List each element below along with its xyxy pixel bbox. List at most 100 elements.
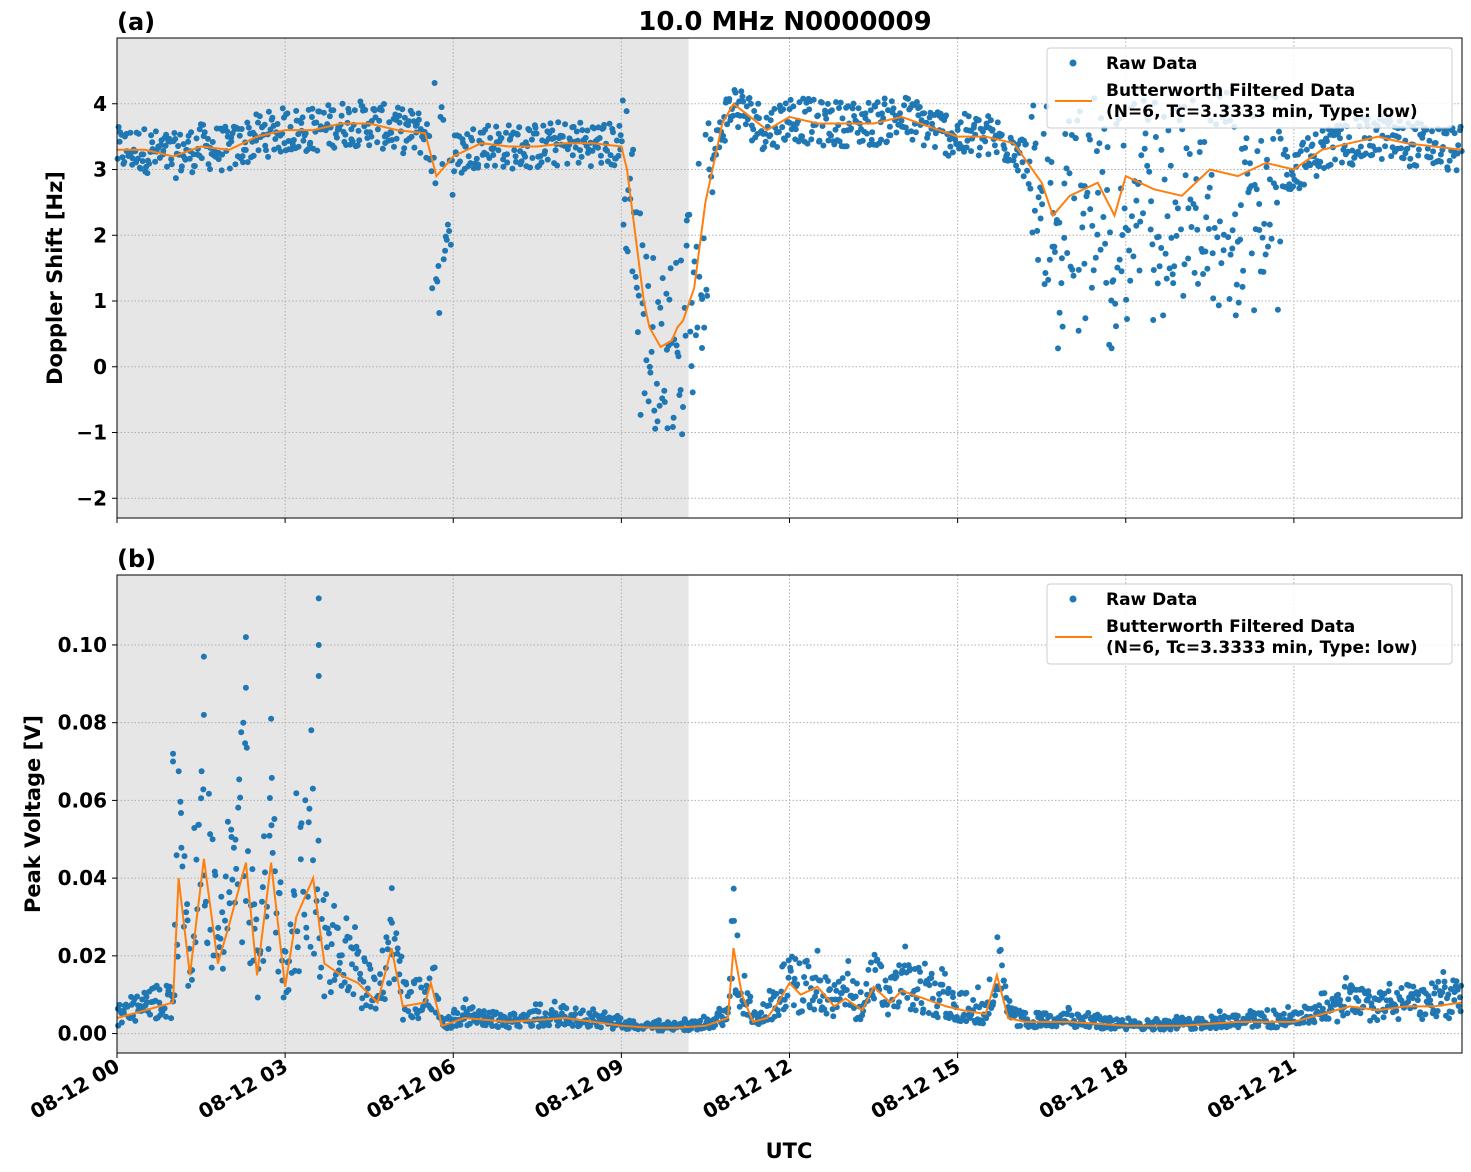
raw-point <box>321 993 328 1000</box>
raw-point <box>1226 296 1233 302</box>
raw-point <box>219 965 226 972</box>
raw-point <box>314 147 321 154</box>
panel-a-grid <box>117 38 1462 518</box>
raw-point <box>678 257 684 264</box>
raw-point <box>222 123 229 130</box>
raw-point <box>896 999 902 1006</box>
raw-point <box>1082 315 1089 322</box>
raw-point <box>1365 988 1372 995</box>
raw-point <box>1061 180 1068 187</box>
raw-point <box>513 158 519 165</box>
raw-point <box>845 103 852 110</box>
raw-point <box>147 1011 154 1018</box>
raw-point <box>918 117 925 124</box>
raw-point <box>975 152 982 159</box>
raw-point <box>493 123 500 130</box>
raw-point <box>1380 1014 1387 1021</box>
raw-point <box>1094 231 1101 238</box>
raw-point <box>654 418 661 425</box>
raw-point <box>1062 131 1069 137</box>
raw-point <box>285 987 292 993</box>
raw-point <box>596 135 603 141</box>
raw-point <box>878 136 885 143</box>
raw-point <box>673 342 680 349</box>
raw-point <box>1215 302 1222 309</box>
raw-point <box>1113 323 1119 330</box>
raw-point <box>1242 144 1249 151</box>
raw-point <box>699 345 705 351</box>
raw-point <box>1307 162 1314 169</box>
raw-point <box>301 911 308 918</box>
raw-point <box>862 110 869 117</box>
raw-point <box>275 968 282 975</box>
raw-point <box>1374 1017 1381 1024</box>
raw-point <box>983 120 990 127</box>
raw-point <box>532 1001 539 1008</box>
raw-point <box>549 127 556 134</box>
raw-point <box>1446 157 1453 164</box>
raw-point <box>805 963 812 970</box>
raw-point <box>808 136 815 143</box>
raw-point <box>447 241 454 248</box>
raw-point <box>168 161 175 168</box>
raw-point <box>773 990 780 997</box>
raw-point <box>306 805 313 812</box>
raw-point <box>851 113 858 119</box>
raw-point <box>454 1010 461 1017</box>
raw-point <box>265 108 272 115</box>
raw-point <box>1429 128 1435 135</box>
raw-point <box>949 989 956 996</box>
raw-point <box>686 211 693 218</box>
raw-point <box>352 965 359 972</box>
raw-point <box>667 265 674 272</box>
raw-point <box>487 134 494 141</box>
raw-point <box>1089 222 1096 229</box>
raw-point <box>331 902 338 909</box>
raw-point <box>893 129 900 136</box>
raw-point <box>781 136 788 143</box>
raw-point <box>481 1008 487 1015</box>
raw-point <box>1147 226 1154 233</box>
raw-point <box>353 943 360 950</box>
raw-point <box>1151 1026 1158 1033</box>
raw-point <box>175 768 182 775</box>
raw-point <box>790 103 797 110</box>
raw-point <box>1126 247 1133 254</box>
raw-point <box>843 143 850 150</box>
raw-point <box>269 849 276 856</box>
raw-point <box>1274 306 1281 313</box>
raw-point <box>1355 998 1362 1004</box>
raw-outlier-point <box>242 684 249 691</box>
raw-point <box>181 853 188 860</box>
raw-point <box>1187 196 1194 203</box>
raw-point <box>1200 271 1207 277</box>
raw-point <box>751 108 758 114</box>
raw-point <box>490 144 497 151</box>
x-tick-label: 08-12 09 <box>530 1054 628 1124</box>
raw-point <box>309 105 316 112</box>
raw-point <box>1260 268 1267 275</box>
raw-point <box>1127 277 1134 284</box>
raw-point <box>1046 256 1053 263</box>
raw-outlier-point <box>170 758 177 765</box>
raw-point <box>1451 130 1458 137</box>
raw-point <box>462 143 469 150</box>
raw-point <box>316 973 323 980</box>
raw-point <box>917 968 923 975</box>
raw-point <box>1079 224 1086 231</box>
raw-point <box>1204 193 1211 200</box>
raw-point <box>836 105 842 111</box>
raw-point <box>163 1013 169 1020</box>
raw-point <box>239 939 246 946</box>
raw-point <box>555 119 562 126</box>
raw-point <box>489 1023 496 1029</box>
raw-point <box>1072 135 1079 142</box>
raw-point <box>646 363 653 370</box>
raw-point <box>747 100 754 107</box>
raw-point <box>156 999 163 1006</box>
raw-point <box>1357 1010 1364 1017</box>
raw-point <box>168 1015 175 1022</box>
raw-point <box>1096 140 1103 147</box>
raw-point <box>178 163 185 170</box>
raw-point <box>119 154 126 161</box>
